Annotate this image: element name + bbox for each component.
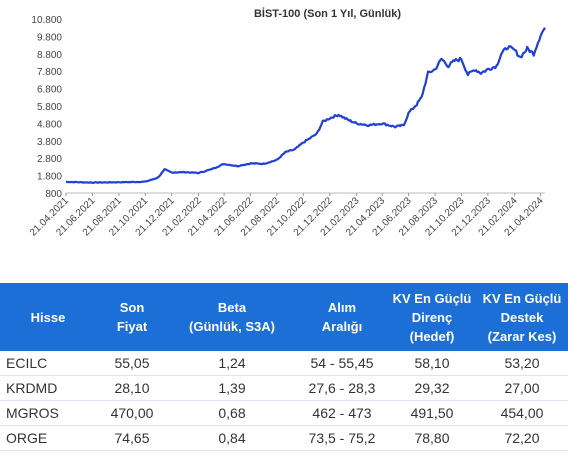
bist100-chart: BİST-100 (Son 1 Yıl, Günlük) 10.800 9.800 8… xyxy=(28,7,546,239)
header-label: Hisse xyxy=(30,309,66,325)
y-tick-label: 7.800 xyxy=(37,67,62,78)
table-header-cell: KV En Güçlü Destek (Zarar Kes) xyxy=(476,283,568,351)
header-label: KV En Güçlü xyxy=(392,290,472,306)
header-label: KV En Güçlü xyxy=(482,290,562,306)
header-label: (Hedef) xyxy=(409,328,455,344)
table-cell: 29,32 xyxy=(388,375,476,401)
table-cell: 1,24 xyxy=(168,351,296,376)
y-tick-label: 3.800 xyxy=(37,137,62,148)
table-row: ORGE 74,65 0,84 73,5 - 75,2 78,80 72,20 xyxy=(0,425,568,451)
header-label: (Günlük, S3A) xyxy=(189,319,275,334)
table-row: MGROS 470,00 0,68 462 - 473 491,50 454,00 xyxy=(0,400,568,426)
chart-title: BİST-100 (Son 1 Yıl, Günlük) xyxy=(254,7,401,20)
table-cell: 491,50 xyxy=(388,400,476,426)
table-header-cell: Son Fiyat xyxy=(96,283,168,351)
table-header-cell: Alım Aralığı xyxy=(296,283,388,351)
header-label: Son xyxy=(119,300,145,315)
table-cell: 462 - 473 xyxy=(296,400,388,426)
chart-svg: BİST-100 (Son 1 Yıl, Günlük) 10.800 9.800 8… xyxy=(28,7,546,239)
table-cell: 27,6 - 28,3 xyxy=(296,375,388,401)
table-cell: 74,65 xyxy=(96,425,168,451)
y-tick-label: 6.800 xyxy=(37,85,62,96)
table-cell: KRDMD xyxy=(0,375,96,401)
table-cell: 454,00 xyxy=(476,400,568,426)
y-tick-label: 1.800 xyxy=(37,172,62,183)
header-label: Alım xyxy=(327,300,357,315)
header-label: Beta xyxy=(217,300,247,315)
header-label: Destek xyxy=(500,309,544,325)
stock-table: Hisse Son Fiyat Beta (Günlük, S3A) Alım Aralığ… xyxy=(0,283,568,451)
table-cell: 0,68 xyxy=(168,400,296,426)
y-tick-label: 5.800 xyxy=(37,102,62,113)
header-label: (Zarar Kes) xyxy=(487,328,557,344)
table-cell: 27,00 xyxy=(476,375,568,401)
table-row: KRDMD 28,10 1,39 27,6 - 28,3 29,32 27,00 xyxy=(0,375,568,401)
table-cell: ECILC xyxy=(0,351,96,376)
table-cell: 72,20 xyxy=(476,425,568,451)
y-tick-label: 4.800 xyxy=(37,119,62,130)
y-tick-label: 2.800 xyxy=(37,154,62,165)
table-cell: MGROS xyxy=(0,400,96,426)
table-cell: 0,84 xyxy=(168,425,296,451)
y-tick-label: 10.800 xyxy=(31,15,62,26)
table-cell: 73,5 - 75,2 xyxy=(296,425,388,451)
table-header-cell: KV En Güçlü Direnç (Hedef) xyxy=(388,283,476,351)
table-cell: 1,39 xyxy=(168,375,296,401)
table-row: ECILC 55,05 1,24 54 - 55,45 58,10 53,20 xyxy=(0,351,568,376)
table-cell: 55,05 xyxy=(96,351,168,376)
bist100-series-line xyxy=(66,27,546,184)
table-cell: 470,00 xyxy=(96,400,168,426)
table-cell: 78,80 xyxy=(388,425,476,451)
y-tick-label: 800 xyxy=(45,189,62,200)
stock-table-wrap: Hisse Son Fiyat Beta (Günlük, S3A) Alım Aralığ… xyxy=(0,283,568,451)
table-cell: 28,10 xyxy=(96,375,168,401)
table-cell: 58,10 xyxy=(388,351,476,376)
header-label: Aralığı xyxy=(321,319,363,334)
table-header-cell: Beta (Günlük, S3A) xyxy=(168,283,296,351)
y-tick-label: 8.800 xyxy=(37,50,62,61)
table-header-row: Hisse Son Fiyat Beta (Günlük, S3A) Alım Aralığ… xyxy=(0,283,568,351)
header-label: Fiyat xyxy=(116,319,148,334)
header-label: Direnç xyxy=(411,309,453,325)
table-header-cell: Hisse xyxy=(0,283,96,351)
table-cell: ORGE xyxy=(0,425,96,451)
table-cell: 53,20 xyxy=(476,351,568,376)
table-cell: 54 - 55,45 xyxy=(296,351,388,376)
table-body: ECILC 55,05 1,24 54 - 55,45 58,10 53,20 KRDMD 2… xyxy=(0,351,568,451)
y-tick-label: 9.800 xyxy=(37,32,62,43)
